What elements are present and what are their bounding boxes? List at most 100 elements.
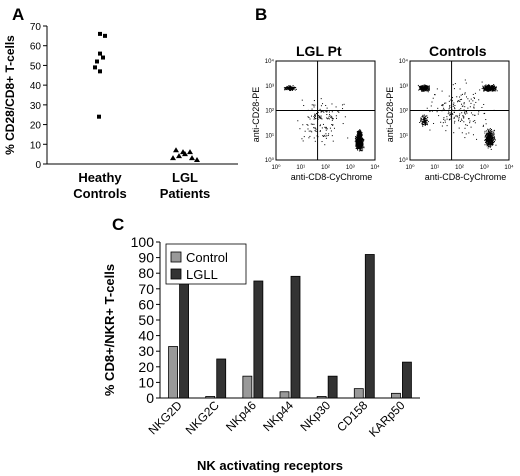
flow-event-dot (448, 95, 450, 97)
flow-event-dot (427, 85, 429, 87)
flow-event-dot (488, 146, 490, 148)
flow-event-dot (426, 119, 428, 121)
flow-event-dot (457, 101, 459, 103)
flow-event-dot (319, 125, 321, 127)
flow-event-dot (292, 89, 294, 91)
flow-event-dot (357, 142, 359, 144)
flow-event-dot (467, 118, 469, 120)
flow-event-dot (492, 142, 494, 144)
flow-event-dot (331, 135, 333, 137)
flow-event-dot (483, 103, 485, 105)
flow-event-dot (335, 117, 337, 119)
flow-event-dot (284, 87, 286, 89)
flow-event-dot (423, 117, 425, 119)
flow-event-dot (485, 89, 487, 91)
flow-event-dot (359, 130, 361, 132)
flow-event-dot (490, 136, 492, 138)
flow-event-dot (322, 110, 324, 112)
flow-event-dot (487, 147, 489, 149)
flow-event-dot (313, 127, 315, 129)
flow-event-dot (326, 128, 328, 130)
flow-event-dot (493, 130, 495, 132)
flow-x-tick-label: 10⁰ (271, 164, 281, 171)
flow-event-dot (483, 88, 485, 90)
flow-event-dot (320, 111, 322, 113)
flow-event-dot (356, 136, 358, 138)
flow-event-dot (295, 87, 297, 89)
flow-event-dot (362, 143, 364, 145)
flow-event-dot (301, 138, 303, 140)
flow-event-dot (446, 125, 448, 127)
flow-event-dot (493, 129, 495, 131)
flow-event-dot (434, 94, 436, 96)
flow-event-dot (325, 129, 327, 131)
flow-event-dot (489, 134, 491, 136)
flow-event-dot (431, 110, 433, 112)
flow-event-dot (483, 89, 485, 91)
flow-event-dot (360, 138, 362, 140)
flow-event-dot (360, 134, 362, 136)
flow-event-dot (314, 114, 316, 116)
flow-event-dot (494, 139, 496, 141)
flow-event-dot (285, 88, 287, 90)
flow-event-dot (344, 116, 346, 118)
flow-event-dot (484, 89, 486, 91)
flow-event-dot (485, 142, 487, 144)
flow-event-dot (492, 86, 494, 88)
flow-event-dot (426, 88, 428, 90)
flow-event-dot (320, 111, 322, 113)
flow-event-dot (308, 130, 310, 132)
flow-event-dot (468, 100, 470, 102)
flow-event-dot (421, 87, 423, 89)
flow-event-dot (317, 111, 319, 113)
a-x-label-line2: Patients (160, 186, 211, 201)
flow-event-dot (491, 90, 493, 92)
flow-event-dot (478, 99, 480, 101)
flow-event-dot (320, 118, 322, 120)
flow-event-dot (488, 130, 490, 132)
flow-event-dot (470, 98, 472, 100)
flow-event-dot (355, 139, 357, 141)
a-point-square (97, 114, 101, 119)
flow-event-dot (426, 115, 428, 117)
flow-event-dot (356, 141, 358, 143)
flow-event-dot (286, 87, 288, 89)
flow-event-dot (289, 85, 291, 87)
flow-event-dot (491, 86, 493, 88)
flow-event-dot (463, 102, 465, 104)
flow-event-dot (357, 147, 359, 149)
flow-event-dot (466, 124, 468, 126)
flow-event-dot (326, 114, 328, 116)
flow-event-dot (361, 145, 363, 147)
flow-event-dot (358, 134, 360, 136)
flow-event-dot (491, 130, 493, 132)
flow-event-dot (308, 137, 310, 139)
flow-y-tick-label: 10² (399, 109, 408, 115)
flow-event-dot (354, 137, 356, 139)
flow-event-dot (359, 150, 361, 152)
flow-event-dot (492, 139, 494, 141)
a-point-triangle (189, 155, 195, 161)
flow-event-dot (425, 123, 427, 125)
flow-event-dot (326, 135, 328, 137)
flow-event-dot (286, 86, 288, 88)
flow-event-dot (421, 89, 423, 91)
flow-event-dot (292, 87, 294, 89)
flow-event-dot (490, 86, 492, 88)
flow-event-dot (356, 139, 358, 141)
flow-event-dot (328, 111, 330, 113)
flow-event-dot (424, 121, 426, 123)
flow-event-dot (358, 147, 360, 149)
flow-event-dot (362, 142, 364, 144)
flow-event-dot (428, 87, 430, 89)
flow-event-dot (431, 101, 433, 103)
a-x-label-line2: Controls (73, 186, 126, 201)
flow-event-dot (461, 112, 463, 114)
flow-event-dot (358, 140, 360, 142)
flow-event-dot (359, 131, 361, 133)
flow-event-dot (355, 145, 357, 147)
flow-event-dot (302, 124, 304, 126)
flow-event-dot (359, 142, 361, 144)
flow-event-dot (357, 143, 359, 145)
